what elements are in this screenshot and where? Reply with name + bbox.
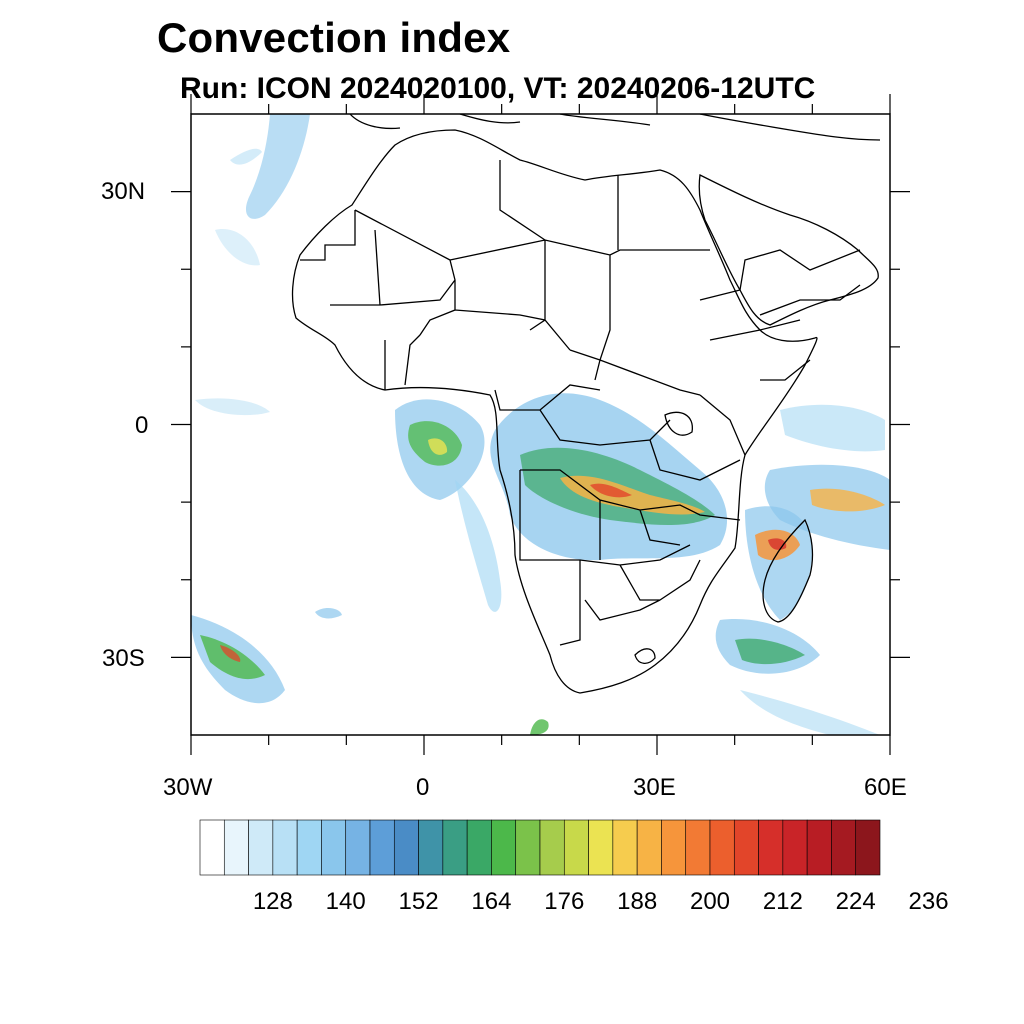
colorbar-label: 176	[544, 888, 585, 915]
convection-cell-central-africa-max	[590, 483, 632, 498]
map-title: Convection index	[157, 14, 511, 61]
mediterranean-coast-north	[349, 114, 881, 141]
colorbar-swatch	[393, 819, 419, 876]
colorbar-swatch	[491, 819, 517, 876]
convection-blob-atlantic-small	[315, 608, 342, 619]
convection-streak-equator	[195, 398, 270, 416]
colorbar-swatch	[733, 819, 759, 876]
convection-blob-southern-tip	[530, 719, 549, 735]
arabian-peninsula-coastline	[698, 174, 879, 326]
colorbar-swatch	[466, 819, 492, 876]
colorbar-swatch	[636, 819, 662, 876]
colorbar-label: 188	[617, 888, 658, 915]
colorbar-swatch	[709, 819, 735, 876]
colorbar-label: 164	[471, 888, 512, 915]
convection-cell-indian-ocean-north	[780, 404, 885, 452]
colorbar-swatch	[539, 819, 565, 876]
convection-streak-north-atlantic	[245, 114, 310, 219]
colorbar-swatch	[758, 819, 784, 876]
convection-streak-north-atlantic-west	[230, 148, 262, 165]
coastlines-and-borders	[291, 114, 881, 694]
colorbar-swatch	[588, 819, 614, 876]
colorbar-label: 200	[689, 888, 731, 915]
colorbar-label: 140	[325, 888, 366, 915]
lake-victoria	[664, 411, 693, 436]
colorbar-swatch	[442, 819, 468, 876]
convection-cell-southeast-core	[735, 638, 805, 665]
africa-coastline	[291, 129, 818, 694]
colorbar-swatch	[685, 819, 711, 876]
colorbar-swatch	[223, 819, 249, 876]
colorbar-swatch	[855, 819, 881, 876]
colorbar-swatch	[345, 819, 371, 876]
lat-label-0: 0	[135, 412, 149, 439]
colorbar-swatch	[563, 819, 589, 876]
convection-cell-gabon-peak	[428, 438, 448, 455]
convection-streak-north-atlantic-lower	[215, 229, 260, 266]
colorbar-swatch	[199, 819, 225, 876]
colorbar-swatch	[418, 819, 444, 876]
convection-field	[191, 114, 890, 735]
colorbar-swatch	[612, 819, 638, 876]
colorbar-label: 236	[908, 888, 949, 915]
convection-cell-indian-ocean-core	[810, 488, 885, 512]
axis-ticks	[171, 94, 910, 755]
colorbar-swatch	[321, 819, 347, 876]
lon-label-60e: 60E	[864, 774, 907, 801]
lon-label-30w: 30W	[163, 774, 213, 801]
convection-streak-atlantic	[455, 480, 502, 612]
colorbar-swatch	[272, 819, 298, 876]
colorbar-swatch	[782, 819, 808, 876]
country-borders	[300, 160, 861, 646]
convection-streak-southeast	[740, 690, 880, 735]
lat-label-30s: 30S	[102, 645, 145, 672]
lon-label-30e: 30E	[633, 774, 676, 801]
colorbar-swatch	[661, 819, 687, 876]
lon-label-0: 0	[416, 774, 430, 801]
convection-cell-south-atlantic-max	[220, 645, 241, 662]
colorbar	[199, 819, 881, 876]
colorbar-swatch	[515, 819, 541, 876]
lesotho-border	[634, 648, 656, 664]
colorbar-label: 152	[398, 888, 439, 915]
colorbar-label: 224	[835, 888, 876, 915]
colorbar-swatch	[248, 819, 274, 876]
colorbar-label: 128	[252, 888, 293, 915]
colorbar-swatch	[831, 819, 857, 876]
map-subtitle: Run: ICON 2024020100, VT: 20240206-12UTC	[180, 72, 816, 105]
colorbar-label: 212	[762, 888, 803, 915]
colorbar-swatch	[369, 819, 395, 876]
colorbar-swatch	[296, 819, 322, 876]
colorbar-swatch	[806, 819, 832, 876]
lat-label-30n: 30N	[101, 178, 146, 205]
madagascar-coastline	[762, 518, 814, 623]
